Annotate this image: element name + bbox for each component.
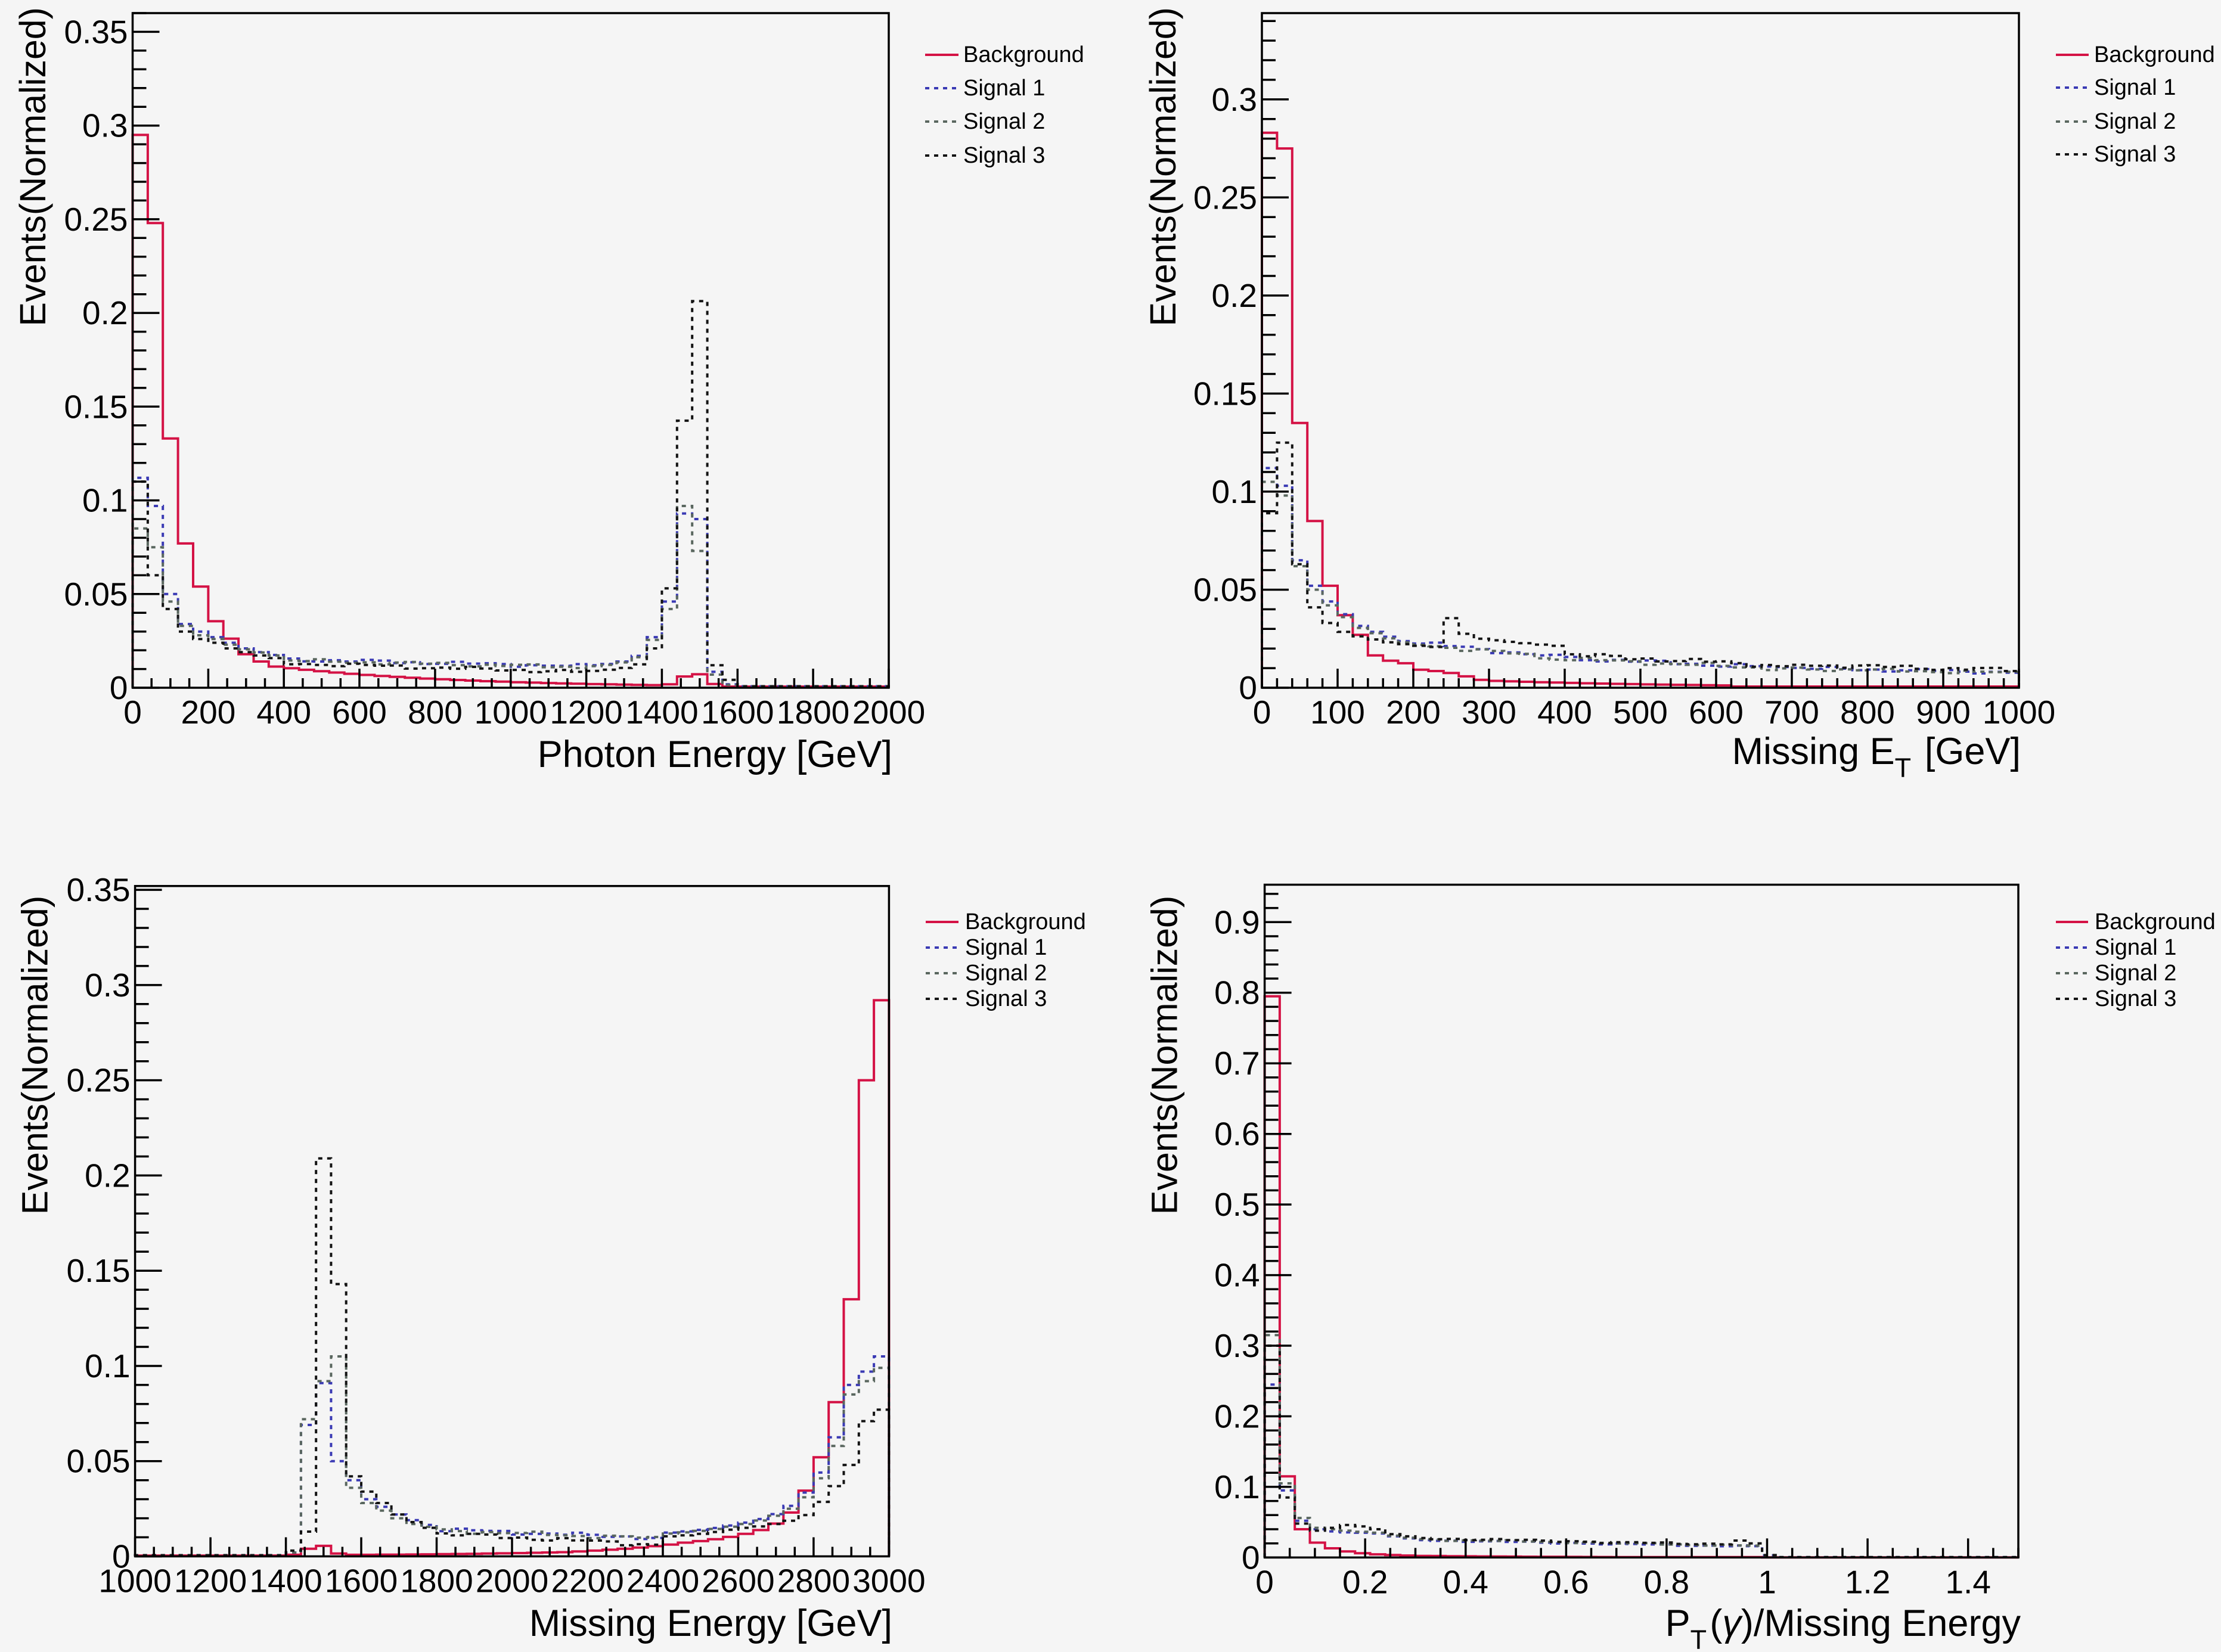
svg-text:0.9: 0.9 [1214,903,1260,940]
svg-text:1000: 1000 [98,1563,171,1600]
svg-text:0: 0 [1242,1539,1260,1576]
svg-text:1200: 1200 [174,1563,247,1600]
svg-text:Photon Energy [GeV]: Photon Energy [GeV] [538,734,892,775]
svg-text:0.2: 0.2 [1214,1398,1260,1435]
svg-text:0: 0 [1239,669,1257,706]
svg-text:400: 400 [1537,694,1592,731]
svg-text:2000: 2000 [476,1563,548,1600]
svg-text:2000: 2000 [852,694,925,731]
svg-text:0.35: 0.35 [67,871,131,908]
svg-text:0.3: 0.3 [1214,1327,1260,1364]
svg-text:0.05: 0.05 [67,1443,131,1480]
svg-text:0.35: 0.35 [64,13,128,50]
svg-text:0.8: 0.8 [1214,974,1260,1011]
svg-text:Signal 1: Signal 1 [2095,935,2176,960]
svg-text:Signal 1: Signal 1 [965,935,1047,960]
svg-text:900: 900 [1916,694,1971,731]
svg-text:Events(Normalized): Events(Normalized) [1143,7,1183,327]
svg-text:Events(Normalized): Events(Normalized) [1144,896,1185,1215]
svg-text:1.2: 1.2 [1845,1563,1890,1600]
svg-text:Signal 3: Signal 3 [2095,986,2176,1011]
svg-text:Missing ET [GeV]: Missing ET [GeV] [1732,731,2021,783]
svg-text:1800: 1800 [400,1563,473,1600]
svg-text:Missing Energy [GeV]: Missing Energy [GeV] [529,1603,892,1644]
svg-text:1200: 1200 [550,694,622,731]
svg-text:0.15: 0.15 [1193,375,1257,412]
svg-text:700: 700 [1764,694,1819,731]
svg-text:600: 600 [332,694,387,731]
svg-text:0.1: 0.1 [1212,473,1257,510]
svg-text:800: 800 [1840,694,1895,731]
svg-text:Background: Background [2094,42,2215,67]
svg-text:1000: 1000 [1983,694,2055,731]
svg-text:0.25: 0.25 [1193,179,1257,216]
svg-text:1.4: 1.4 [1945,1563,1990,1600]
svg-text:0.1: 0.1 [82,482,128,519]
svg-text:0.15: 0.15 [67,1252,131,1289]
svg-text:0.8: 0.8 [1644,1563,1689,1600]
svg-text:Signal 1: Signal 1 [2094,75,2176,100]
svg-text:Background: Background [965,909,1086,934]
svg-text:0.7: 0.7 [1214,1045,1260,1082]
svg-text:0.5: 0.5 [1214,1186,1260,1223]
svg-text:0.1: 0.1 [1214,1468,1260,1505]
svg-text:800: 800 [408,694,463,731]
svg-text:Signal 3: Signal 3 [963,143,1045,168]
svg-text:300: 300 [1462,694,1516,731]
svg-text:0.15: 0.15 [64,388,128,425]
svg-text:0: 0 [123,694,142,731]
svg-text:Signal 2: Signal 2 [2095,961,2176,986]
svg-text:Events(Normalized): Events(Normalized) [15,896,55,1215]
svg-text:0.4: 0.4 [1214,1257,1260,1294]
svg-text:0.6: 0.6 [1543,1563,1589,1600]
svg-text:0.25: 0.25 [64,201,128,238]
svg-text:600: 600 [1689,694,1744,731]
svg-text:PT (γ)/Missing Energy: PT (γ)/Missing Energy [1665,1603,2021,1652]
svg-text:100: 100 [1310,694,1365,731]
svg-text:Signal 2: Signal 2 [965,961,1047,986]
svg-text:0.1: 0.1 [85,1347,130,1384]
svg-text:0: 0 [1253,694,1271,731]
svg-text:1800: 1800 [777,694,849,731]
svg-text:0.4: 0.4 [1443,1563,1488,1600]
svg-text:Signal 3: Signal 3 [965,986,1047,1011]
svg-text:0.2: 0.2 [85,1157,130,1194]
svg-text:500: 500 [1613,694,1668,731]
svg-text:0.2: 0.2 [82,294,128,331]
svg-text:0: 0 [110,669,128,706]
svg-text:1600: 1600 [325,1563,398,1600]
svg-text:0.3: 0.3 [82,107,128,144]
svg-text:0: 0 [112,1538,131,1575]
svg-text:0.3: 0.3 [1212,81,1257,118]
svg-text:Signal 2: Signal 2 [2094,109,2176,134]
svg-text:200: 200 [1386,694,1441,731]
svg-text:0.6: 0.6 [1214,1116,1260,1153]
svg-text:2200: 2200 [551,1563,624,1600]
svg-text:0: 0 [1255,1563,1274,1600]
svg-text:2600: 2600 [702,1563,774,1600]
svg-text:1000: 1000 [474,694,547,731]
svg-text:0.3: 0.3 [85,967,130,1004]
svg-text:Background: Background [963,42,1084,67]
svg-text:1400: 1400 [625,694,698,731]
svg-text:2800: 2800 [777,1563,850,1600]
svg-text:0.05: 0.05 [64,576,128,613]
svg-text:Background: Background [2095,909,2216,934]
svg-text:0.25: 0.25 [67,1062,131,1099]
svg-text:2400: 2400 [626,1563,699,1600]
svg-text:0.2: 0.2 [1212,277,1257,314]
svg-text:Signal 1: Signal 1 [963,76,1045,101]
svg-text:0.05: 0.05 [1193,572,1257,608]
svg-text:1400: 1400 [249,1563,322,1600]
svg-text:3000: 3000 [852,1563,925,1600]
svg-text:Events(Normalized): Events(Normalized) [13,7,53,327]
svg-text:400: 400 [256,694,311,731]
svg-text:200: 200 [181,694,236,731]
svg-text:Signal 2: Signal 2 [963,109,1045,134]
svg-text:Signal 3: Signal 3 [2094,142,2176,167]
svg-text:1600: 1600 [701,694,774,731]
svg-text:1: 1 [1758,1563,1776,1600]
svg-text:0.2: 0.2 [1342,1563,1388,1600]
